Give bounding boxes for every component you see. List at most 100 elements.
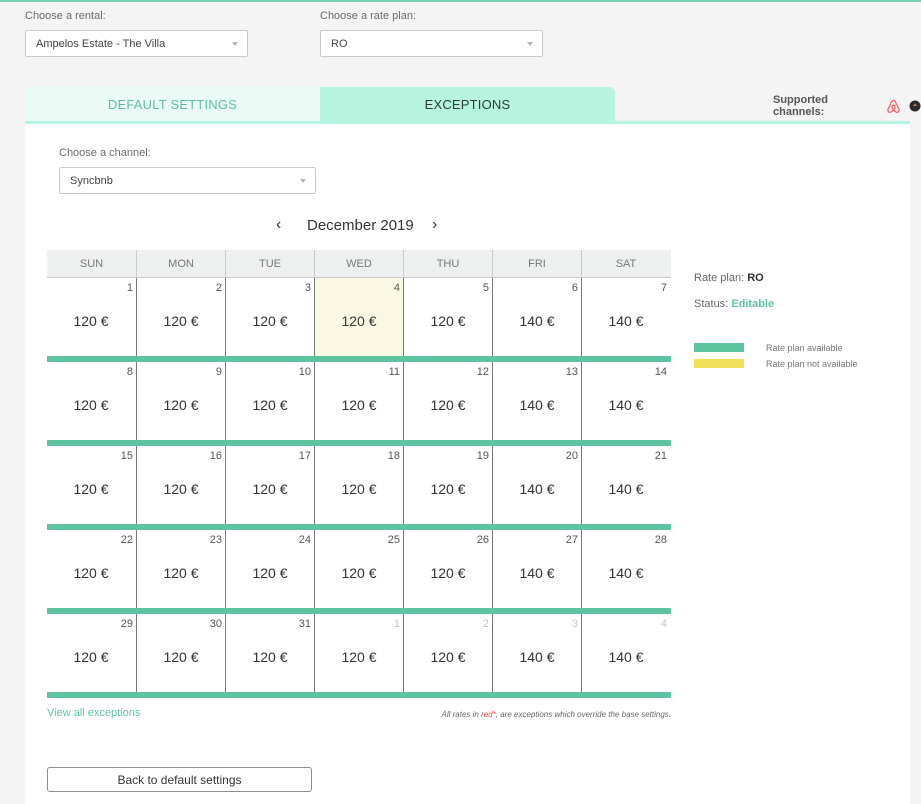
status-info-label: Status: [694,298,729,310]
weekday-label: TUE [225,250,314,277]
calendar-day-cell[interactable]: 3 140 € [492,614,581,692]
calendar-day-cell[interactable]: 28 140 € [581,530,670,608]
day-price: 140 € [608,313,644,329]
day-number: 1 [126,282,133,294]
calendar-day-cell[interactable]: 27 140 € [492,530,581,608]
calendar-day-cell[interactable]: 14 140 € [581,362,670,440]
day-price: 140 € [519,313,555,329]
day-number: 16 [209,450,222,462]
calendar-day-cell[interactable]: 10 120 € [225,362,314,440]
calendar-day-cell[interactable]: 4 120 € [314,278,403,356]
weekday-label: THU [403,250,492,277]
rate-plan-select-label: Choose a rate plan: [320,10,417,22]
day-number: 24 [298,534,311,546]
calendar-day-cell[interactable]: 13 140 € [492,362,581,440]
calendar-day-cell[interactable]: 21 140 € [581,446,670,524]
tab-default-settings-label: DEFAULT SETTINGS [107,96,238,112]
tab-default-settings[interactable]: DEFAULT SETTINGS [25,87,320,121]
weekday-label: MON [136,250,225,277]
rate-plan-info-value: RO [747,272,764,284]
calendar-day-cell[interactable]: 20 140 € [492,446,581,524]
day-number: 3 [571,618,578,630]
calendar-day-cell[interactable]: 31 120 € [225,614,314,692]
calendar-day-cell[interactable]: 25 120 € [314,530,403,608]
chevron-left-icon[interactable]: ‹ [276,216,282,233]
availability-bar [47,608,671,614]
day-number: 6 [571,282,578,294]
calendar-day-cell[interactable]: 3 120 € [225,278,314,356]
rate-plan-info: Rate plan: RO [694,272,764,284]
calendar-day-cell[interactable]: 7 140 € [581,278,670,356]
calendar-day-cell[interactable]: 16 120 € [136,446,225,524]
day-number: 26 [476,534,489,546]
availability-bar [47,356,671,362]
day-number: 17 [298,450,311,462]
calendar-day-cell[interactable]: 29 120 € [47,614,136,692]
day-number: 19 [476,450,489,462]
day-price: 140 € [519,565,555,581]
day-number: 25 [387,534,400,546]
tab-exceptions[interactable]: EXCEPTIONS [320,87,615,121]
calendar-day-cell[interactable]: 23 120 € [136,530,225,608]
back-to-default-settings-button[interactable]: Back to default settings [47,767,312,792]
chevron-right-icon[interactable]: › [432,216,438,233]
availability-bar [47,440,671,446]
calendar-day-cell[interactable]: 24 120 € [225,530,314,608]
top-accent-line [0,0,921,2]
caret-down-icon [300,179,306,183]
calendar-day-cell[interactable]: 22 120 € [47,530,136,608]
day-number: 4 [393,282,400,294]
day-price: 140 € [608,649,644,665]
calendar-day-cell[interactable]: 8 120 € [47,362,136,440]
day-price: 120 € [163,481,199,497]
day-price: 120 € [252,313,288,329]
airbnb-icon[interactable] [886,99,901,114]
calendar-day-cell[interactable]: 12 120 € [403,362,492,440]
day-number: 14 [654,366,667,378]
calendar-day-cell[interactable]: 1 120 € [314,614,403,692]
calendar-week-row: 29 120 €30 120 €31 120 €1 120 €2 120 €3 140 €4… [47,614,671,698]
calendar-week-row: 15 120 € 16 120 € 17 120 € 18 120 € 19 120 € 20 140… [47,446,671,530]
calendar-grid: SUN MON TUE WED THU FRI SAT 1 120 € 2 120 €… [47,250,671,698]
calendar-day-cell[interactable]: 17 120 € [225,446,314,524]
calendar-day-cell[interactable]: 15 120 € [47,446,136,524]
calendar-day-cell[interactable]: 26 120 € [403,530,492,608]
day-number: 28 [654,534,667,546]
calendar-day-cell[interactable]: 19 120 € [403,446,492,524]
day-price: 120 € [430,565,466,581]
note-text-after: , are exceptions which override the base… [495,710,671,719]
day-price: 120 € [73,565,109,581]
day-price: 120 € [163,649,199,665]
view-all-exceptions-link[interactable]: View all exceptions [47,707,141,719]
channel-select[interactable]: Syncbnb [59,167,316,194]
day-price: 140 € [608,565,644,581]
calendar-day-cell[interactable]: 5 120 € [403,278,492,356]
day-number: 23 [209,534,222,546]
calendar-day-cell[interactable]: 30 120 € [136,614,225,692]
day-price: 120 € [341,649,377,665]
rental-select[interactable]: Ampelos Estate - The Villa [25,30,248,57]
day-number: 8 [126,366,133,378]
day-price: 120 € [252,649,288,665]
calendar-day-cell[interactable]: 2 120 € [403,614,492,692]
calendar-day-cell[interactable]: 18 120 € [314,446,403,524]
calendar-day-cell[interactable]: 1 120 € [47,278,136,356]
day-number: 29 [120,618,133,630]
calendar-day-cell[interactable]: 4 140 € [581,614,670,692]
day-price: 120 € [252,397,288,413]
rental-select-label: Choose a rental: [25,10,106,22]
calendar-day-cell[interactable]: 9 120 € [136,362,225,440]
availability-bar [47,524,671,530]
day-price: 120 € [341,397,377,413]
channel-dot-icon[interactable] [909,100,921,112]
day-number: 27 [565,534,578,546]
legend-swatch-not-available [694,359,744,368]
day-number: 12 [476,366,489,378]
day-number: 18 [387,450,400,462]
calendar-day-cell[interactable]: 11 120 € [314,362,403,440]
weekday-label: SUN [79,257,104,270]
rate-plan-select[interactable]: RO [320,30,543,57]
calendar-day-cell[interactable]: 2 120 € [136,278,225,356]
calendar-day-cell[interactable]: 6 140 € [492,278,581,356]
weekday-label: WED [314,250,403,277]
